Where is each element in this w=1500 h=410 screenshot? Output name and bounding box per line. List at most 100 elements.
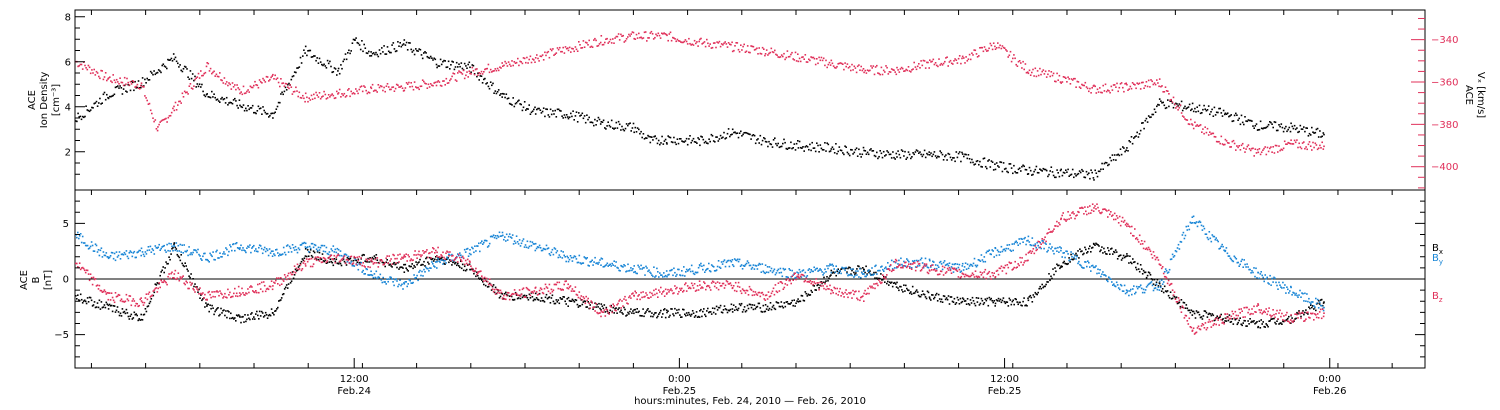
vx-point [910, 71, 912, 73]
by-point [272, 250, 274, 252]
vx-point [852, 69, 854, 71]
by-point [275, 249, 277, 251]
bx-point [1256, 321, 1258, 323]
by-point [618, 269, 620, 272]
ion-density-point [352, 38, 355, 41]
by-point [903, 260, 905, 263]
bx-point [1056, 263, 1058, 266]
ion-density-point [1142, 122, 1144, 124]
by-point [254, 250, 256, 252]
ion-density-point [812, 147, 815, 149]
by-point [792, 274, 794, 276]
vx-point [143, 86, 145, 88]
bx-point [1104, 251, 1106, 253]
ion-density-point [614, 127, 616, 129]
by-point [1183, 237, 1186, 240]
bx-point [838, 272, 840, 274]
by-point [1074, 254, 1076, 257]
bx-point [613, 312, 615, 314]
vx-point [897, 69, 899, 71]
bx-point [994, 305, 996, 307]
by-point [1265, 278, 1267, 280]
by-point [982, 260, 985, 263]
ion-density-point [1124, 150, 1126, 153]
by-point [200, 258, 202, 260]
by-point [577, 261, 580, 264]
ion-density-point [137, 80, 140, 82]
bx-point [623, 306, 625, 309]
ion-density-point [127, 83, 129, 86]
by-point [505, 240, 507, 242]
bx-point [76, 298, 78, 300]
bx-point [1040, 287, 1042, 290]
ion-density-point [420, 54, 423, 56]
bx-point [105, 301, 108, 304]
by-point [332, 245, 335, 247]
vx-point [622, 34, 624, 37]
bx-point [383, 262, 385, 264]
ion-density-point [1084, 176, 1087, 179]
ion-density-point [435, 63, 438, 66]
bx-point [1318, 303, 1321, 305]
bx-point [748, 303, 751, 306]
vx-point [318, 92, 321, 94]
vx-point [696, 41, 698, 43]
vx-point [1109, 91, 1111, 94]
bx-point [797, 301, 800, 303]
ion-density-point [1162, 101, 1164, 104]
vx-point [578, 41, 580, 43]
by-point [1089, 266, 1091, 268]
vx-point [1025, 71, 1028, 74]
ion-density-point [1222, 109, 1225, 112]
ion-density-point [994, 168, 997, 171]
vx-point [1041, 70, 1043, 73]
vx-point [152, 117, 154, 119]
bx-point [1286, 318, 1288, 321]
by-point [1085, 261, 1087, 263]
ion-density-point [995, 162, 998, 164]
by-point [985, 251, 988, 254]
bx-point [747, 307, 750, 310]
by-point [320, 244, 323, 247]
by-point [1000, 245, 1003, 248]
by-point [306, 246, 309, 248]
by-point [437, 258, 439, 260]
vx-point [1000, 47, 1003, 50]
vx-point [919, 67, 921, 69]
ion-density-point [790, 141, 792, 144]
bx-point [258, 310, 261, 313]
by-point [993, 256, 995, 258]
vx-point [765, 49, 768, 51]
bx-point [689, 315, 692, 317]
ion-density-point [712, 140, 715, 142]
bx-point [169, 258, 171, 261]
vx-point [591, 46, 594, 48]
bx-point [830, 269, 833, 272]
bx-point [178, 256, 181, 259]
bx-point [965, 303, 968, 305]
bx-point [909, 292, 911, 295]
bx-point [523, 294, 526, 297]
ion-density-point [208, 96, 211, 98]
bx-point [736, 309, 739, 312]
vx-point [986, 50, 988, 52]
by-point [398, 283, 400, 286]
by-point [154, 245, 157, 247]
bx-point [142, 314, 145, 316]
vx-point [529, 55, 532, 58]
vx-point [103, 76, 106, 78]
ion-density-point [593, 124, 595, 127]
by-point [722, 260, 725, 263]
vx-point [400, 85, 403, 87]
bx-point [512, 299, 515, 301]
by-point [627, 263, 629, 266]
vx-point [887, 73, 890, 75]
by-point [546, 247, 549, 250]
bx-point [1282, 320, 1284, 323]
ion-density-point [222, 98, 225, 101]
ion-density-point [100, 103, 102, 105]
ion-density-point [1251, 120, 1253, 122]
bx-point [957, 299, 960, 301]
vx-point [733, 49, 735, 52]
ion-density-point [1305, 127, 1307, 129]
